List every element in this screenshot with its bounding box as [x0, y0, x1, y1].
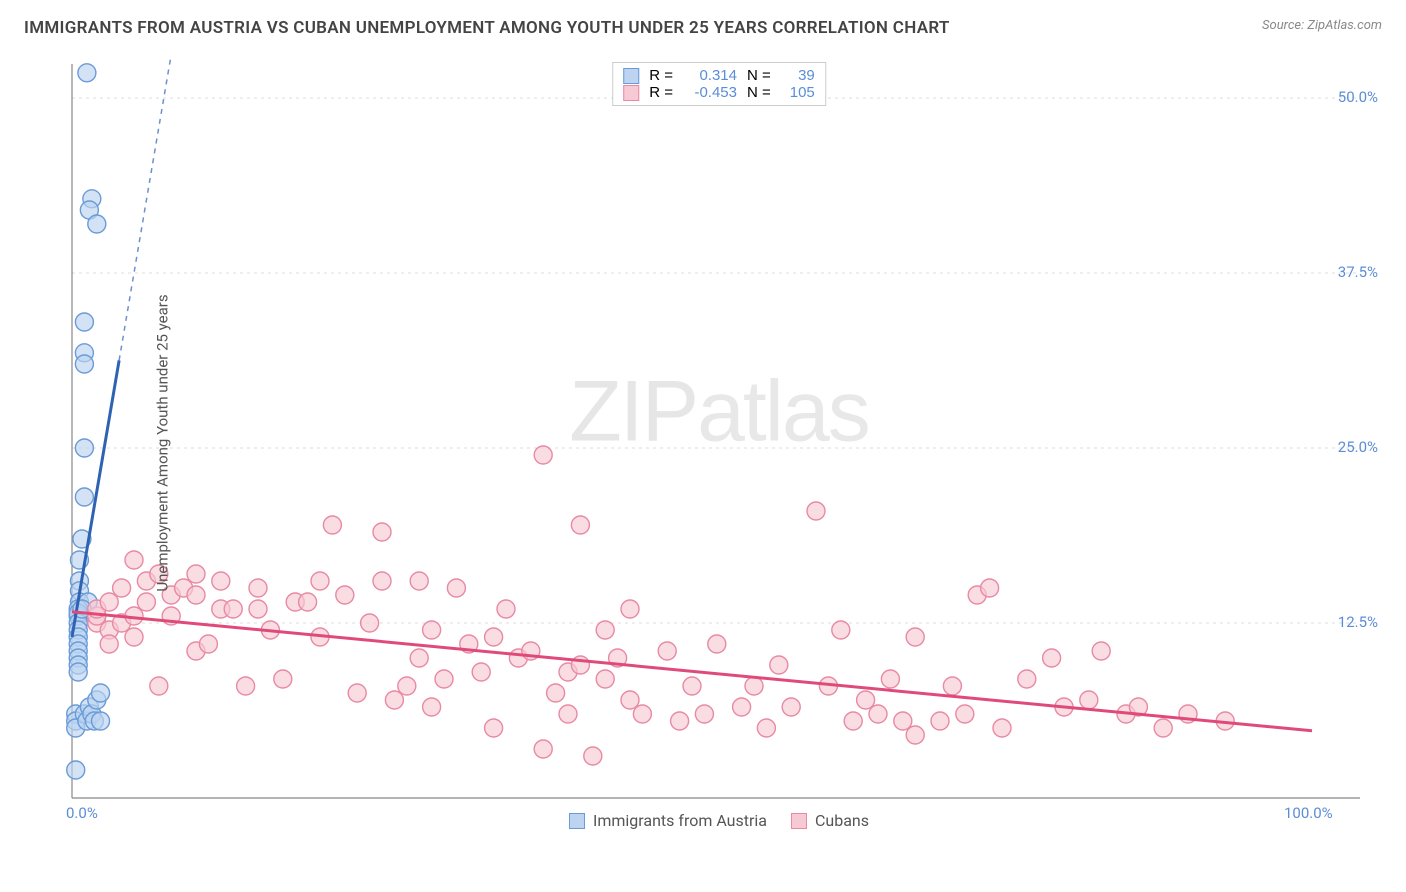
- legend-swatch: [791, 813, 807, 829]
- x-tick-label: 100.0%: [1284, 804, 1333, 822]
- y-tick-label: 50.0%: [1338, 88, 1378, 106]
- r-value: 0.314: [683, 67, 737, 84]
- series-legend: Immigrants from Austria Cubans: [569, 811, 869, 830]
- legend-swatch: [623, 85, 639, 101]
- y-tick-label: 37.5%: [1338, 263, 1378, 281]
- legend-swatch: [569, 813, 585, 829]
- legend-label: Cubans: [815, 811, 869, 830]
- chart-title: IMMIGRANTS FROM AUSTRIA VS CUBAN UNEMPLO…: [24, 18, 950, 38]
- legend-item: Immigrants from Austria: [569, 811, 767, 830]
- y-tick-label: 12.5%: [1338, 613, 1378, 631]
- r-value: -0.453: [683, 84, 737, 101]
- n-label: N =: [747, 67, 771, 84]
- chart-area: Unemployment Among Youth under 25 years …: [54, 58, 1384, 828]
- scatter-plot-svg: [54, 58, 1384, 828]
- y-tick-label: 25.0%: [1338, 438, 1378, 456]
- legend-row: R = -0.453 N = 105: [623, 84, 815, 101]
- x-tick-label: 0.0%: [66, 804, 98, 822]
- legend-item: Cubans: [791, 811, 869, 830]
- correlation-legend: R = 0.314 N = 39 R = -0.453 N = 105: [612, 62, 826, 106]
- legend-label: Immigrants from Austria: [593, 811, 767, 830]
- r-label: R =: [649, 67, 673, 84]
- n-value: 105: [781, 84, 815, 101]
- legend-row: R = 0.314 N = 39: [623, 67, 815, 84]
- y-axis-label: Unemployment Among Youth under 25 years: [154, 294, 172, 591]
- r-label: R =: [649, 84, 673, 101]
- n-label: N =: [747, 84, 771, 101]
- legend-swatch: [623, 68, 639, 84]
- n-value: 39: [781, 67, 815, 84]
- source-label: Source: ZipAtlas.com: [1262, 18, 1382, 33]
